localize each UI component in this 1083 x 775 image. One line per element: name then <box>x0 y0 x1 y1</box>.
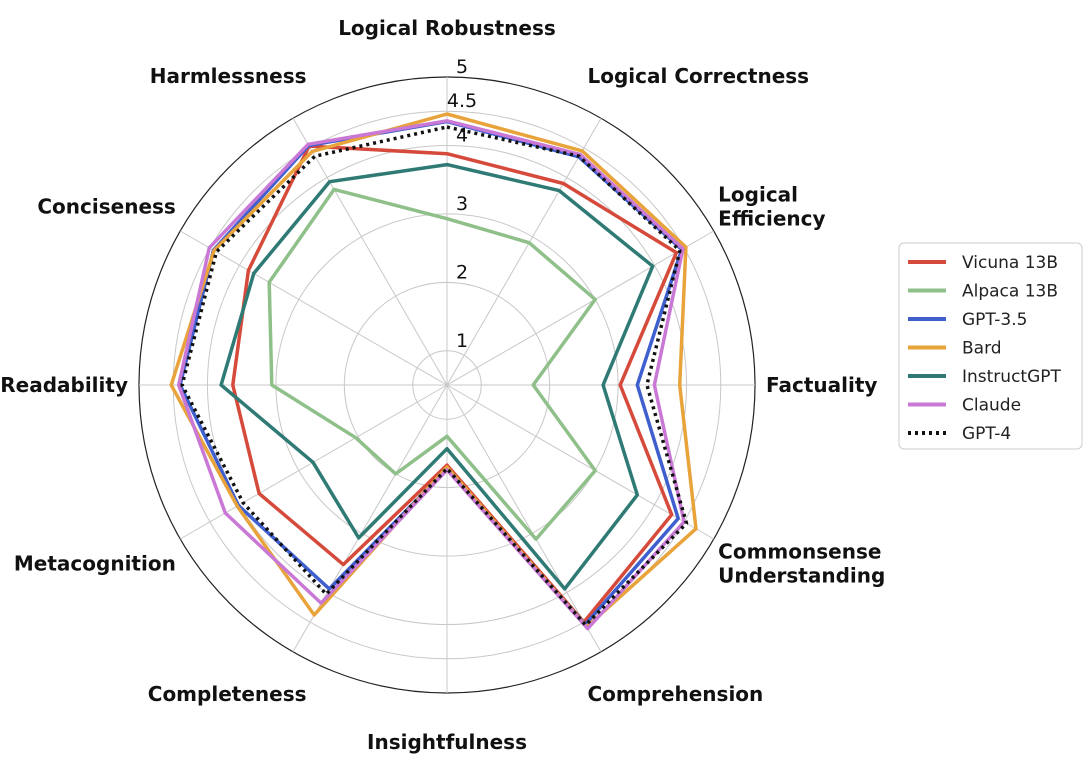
axis-label-line: Efficiency <box>718 207 825 231</box>
axis-label-line: Readability <box>0 373 128 397</box>
series-vicuna-13b <box>231 144 679 624</box>
series-alpaca-13b <box>267 187 597 541</box>
legend-label-instructgpt: InstructGPT <box>962 367 1062 387</box>
legend-label-bard: Bard <box>962 339 1002 359</box>
radial-tick-label: 4.5 <box>447 90 477 112</box>
radial-tick-label: 3 <box>456 193 468 215</box>
radial-tick-label: 4 <box>456 124 468 146</box>
radial-tick-label: 2 <box>456 261 468 283</box>
spoke-line <box>446 118 602 386</box>
spoke-line <box>292 384 448 652</box>
axis-label-factuality: Factuality <box>766 373 877 397</box>
legend-label-gpt-3-5: GPT-3.5 <box>962 310 1027 330</box>
axis-label-metacognition: Metacognition <box>14 552 176 576</box>
axis-label-completeness: Completeness <box>148 682 307 706</box>
axis-label-logical-robustness: Logical Robustness <box>338 16 556 40</box>
axis-label-line: Harmlessness <box>150 64 307 88</box>
spoke-line <box>180 230 448 386</box>
axis-label-readability: Readability <box>0 373 128 397</box>
spoke-line <box>292 118 448 386</box>
axis-label-logical-efficiency: Logical Efficiency <box>718 183 825 231</box>
axis-label-line: Understanding <box>718 564 885 588</box>
axis-label-conciseness: Conciseness <box>37 195 175 219</box>
axis-label-comprehension: Comprehension <box>588 682 764 706</box>
axis-label-line: Logical Robustness <box>338 16 556 40</box>
axis-label-line: Factuality <box>766 373 877 397</box>
axis-label-insightfulness: Insightfulness <box>367 730 527 754</box>
radial-tick-label: 1 <box>456 330 468 352</box>
series-layer <box>169 112 698 631</box>
axis-label-line: Completeness <box>148 682 307 706</box>
legend-label-alpaca-13b: Alpaca 13B <box>962 282 1058 302</box>
axis-label-commonsense-understanding: Commonsense Understanding <box>718 540 885 588</box>
series-gpt-4 <box>180 125 689 627</box>
legend: Vicuna 13B Alpaca 13B GPT-3.5 Bard InstructG… <box>898 242 1083 450</box>
legend-label-vicuna-13b: Vicuna 13B <box>962 253 1058 273</box>
series-claude <box>176 119 686 631</box>
axis-label-layer: Logical Robustness Logical Correctness Log… <box>0 16 885 754</box>
legend-label-claude: Claude <box>962 396 1021 416</box>
axis-label-line: Comprehension <box>588 682 764 706</box>
series-bard <box>169 112 698 629</box>
axis-label-line: Metacognition <box>14 552 176 576</box>
spoke-line <box>446 384 602 652</box>
axis-label-harmlessness: Harmlessness <box>150 64 307 88</box>
axis-label-line: Commonsense <box>718 540 881 564</box>
axis-label-line: Conciseness <box>37 195 175 219</box>
legend-label-gpt-4: GPT-4 <box>962 424 1011 444</box>
spoke-line <box>446 230 714 386</box>
grid-layer <box>138 76 756 694</box>
radial-tick-label: 5 <box>456 56 468 78</box>
axis-label-line: Logical <box>718 183 798 207</box>
axis-label-logical-correctness: Logical Correctness <box>588 64 810 88</box>
tick-label-layer: 1 2 3 4 4.5 5 <box>447 56 477 352</box>
axis-label-line: Logical Correctness <box>588 64 810 88</box>
legend-frame <box>898 242 1083 450</box>
series-instructgpt <box>219 162 655 591</box>
axis-label-line: Insightfulness <box>367 730 527 754</box>
